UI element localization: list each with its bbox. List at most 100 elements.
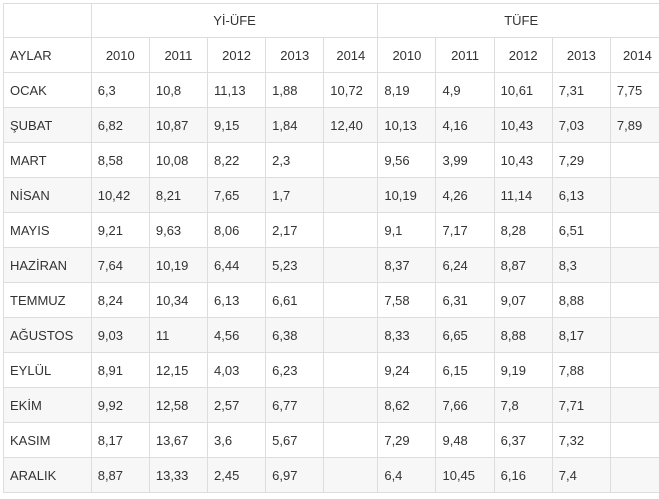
cell-tufe — [609, 422, 659, 458]
cell-tufe: 6,31 — [435, 282, 495, 318]
cell-tufe — [609, 247, 659, 283]
cell-yi-ufe: 6,44 — [206, 247, 267, 283]
table-body: OCAK 6,3 10,8 11,13 1,88 10,72 8,19 4,9 10,61 7,3… — [3, 72, 659, 493]
month-label: ARALIK — [3, 457, 92, 493]
cell-yi-ufe — [323, 212, 379, 248]
cell-yi-ufe: 9,63 — [148, 212, 209, 248]
year-header-yi-ufe-2014: 2014 — [323, 37, 379, 73]
cell-yi-ufe: 8,22 — [206, 142, 267, 178]
cell-yi-ufe: 11 — [148, 317, 209, 353]
cell-yi-ufe: 2,17 — [265, 212, 325, 248]
cell-tufe: 9,48 — [435, 422, 495, 458]
table-row: KASIM 8,17 13,67 3,6 5,67 7,29 9,48 6,37 7,32 — [3, 422, 659, 458]
cell-tufe: 6,65 — [435, 317, 495, 353]
cell-tufe: 7,88 — [551, 352, 611, 388]
month-label: NİSAN — [3, 177, 92, 213]
cell-tufe: 8,87 — [493, 247, 553, 283]
cell-yi-ufe: 2,45 — [206, 457, 267, 493]
table-row: NİSAN 10,42 8,21 7,65 1,7 10,19 4,26 11,14 6,13 — [3, 177, 659, 213]
cell-yi-ufe: 6,3 — [90, 72, 150, 108]
month-label: EKİM — [3, 387, 92, 423]
cell-yi-ufe: 9,03 — [90, 317, 150, 353]
year-header-yi-ufe-2011: 2011 — [148, 37, 209, 73]
table-row: EYLÜL 8,91 12,15 4,03 6,23 9,24 6,15 9,19 7,88 — [3, 352, 659, 388]
table-row: EKİM 9,92 12,58 2,57 6,77 8,62 7,66 7,8 7,71 — [3, 387, 659, 423]
cell-yi-ufe: 6,97 — [265, 457, 325, 493]
cell-yi-ufe: 13,33 — [148, 457, 209, 493]
cell-yi-ufe — [323, 282, 379, 318]
cell-yi-ufe: 7,65 — [206, 177, 267, 213]
cell-yi-ufe: 9,15 — [206, 107, 267, 143]
cell-yi-ufe: 10,72 — [323, 72, 379, 108]
cell-yi-ufe — [323, 317, 379, 353]
cell-tufe: 9,24 — [377, 352, 437, 388]
cell-yi-ufe: 8,58 — [90, 142, 150, 178]
cell-tufe: 9,19 — [493, 352, 553, 388]
cell-tufe — [609, 352, 659, 388]
cell-tufe: 7,31 — [551, 72, 611, 108]
group-header-row: Yİ-ÜFE TÜFE — [3, 3, 659, 38]
cell-tufe: 7,89 — [609, 107, 659, 143]
cell-tufe: 10,43 — [493, 142, 553, 178]
cell-tufe: 7,58 — [377, 282, 437, 318]
cell-tufe: 8,37 — [377, 247, 437, 283]
cell-tufe: 9,1 — [377, 212, 437, 248]
cell-yi-ufe — [323, 177, 379, 213]
table-header: Yİ-ÜFE TÜFE AYLAR 2010 2011 2012 2013 2014 20… — [3, 3, 659, 73]
table-row: ARALIK 8,87 13,33 2,45 6,97 6,4 10,45 6,16 7,4 — [3, 457, 659, 493]
cell-yi-ufe: 6,77 — [265, 387, 325, 423]
year-header-row: AYLAR 2010 2011 2012 2013 2014 2010 2011 2012 20… — [3, 37, 659, 73]
cell-yi-ufe: 8,17 — [90, 422, 150, 458]
cell-tufe: 4,16 — [435, 107, 495, 143]
table-row: OCAK 6,3 10,8 11,13 1,88 10,72 8,19 4,9 10,61 7,3… — [3, 72, 659, 108]
group-header-empty — [3, 3, 92, 38]
cell-yi-ufe: 12,40 — [323, 107, 379, 143]
cell-yi-ufe: 10,19 — [148, 247, 209, 283]
cell-yi-ufe — [323, 457, 379, 493]
cell-tufe: 10,45 — [435, 457, 495, 493]
cell-yi-ufe: 6,13 — [206, 282, 267, 318]
cell-tufe: 6,15 — [435, 352, 495, 388]
cell-tufe: 4,9 — [435, 72, 495, 108]
cell-tufe: 10,43 — [493, 107, 553, 143]
cell-tufe: 6,4 — [377, 457, 437, 493]
cell-tufe: 7,32 — [551, 422, 611, 458]
year-header-yi-ufe-2013: 2013 — [265, 37, 325, 73]
cell-tufe: 8,17 — [551, 317, 611, 353]
cell-yi-ufe: 13,67 — [148, 422, 209, 458]
cell-yi-ufe: 6,23 — [265, 352, 325, 388]
month-label: HAZİRAN — [3, 247, 92, 283]
year-header-tufe-2012: 2012 — [493, 37, 553, 73]
cell-tufe: 8,62 — [377, 387, 437, 423]
cell-yi-ufe — [323, 422, 379, 458]
cell-tufe — [609, 387, 659, 423]
cell-tufe: 7,4 — [551, 457, 611, 493]
month-label: MART — [3, 142, 92, 178]
cell-yi-ufe: 6,82 — [90, 107, 150, 143]
cell-yi-ufe: 11,13 — [206, 72, 267, 108]
cell-tufe: 7,75 — [609, 72, 659, 108]
table-row: AĞUSTOS 9,03 11 4,56 6,38 8,33 6,65 8,88 8,17 — [3, 317, 659, 353]
cell-yi-ufe: 8,24 — [90, 282, 150, 318]
month-label: OCAK — [3, 72, 92, 108]
cell-tufe: 7,66 — [435, 387, 495, 423]
year-header-tufe-2013: 2013 — [551, 37, 611, 73]
year-header-yi-ufe-2010: 2010 — [90, 37, 150, 73]
year-header-tufe-2014: 2014 — [609, 37, 659, 73]
month-label: AĞUSTOS — [3, 317, 92, 353]
year-header-tufe-2010: 2010 — [377, 37, 437, 73]
cell-tufe: 7,03 — [551, 107, 611, 143]
cell-tufe — [609, 282, 659, 318]
cell-yi-ufe: 2,3 — [265, 142, 325, 178]
cell-tufe: 9,56 — [377, 142, 437, 178]
cell-tufe: 6,37 — [493, 422, 553, 458]
cell-yi-ufe: 2,57 — [206, 387, 267, 423]
table-row: MAYIS 9,21 9,63 8,06 2,17 9,1 7,17 8,28 6,51 — [3, 212, 659, 248]
cell-yi-ufe — [323, 142, 379, 178]
cell-tufe: 8,88 — [493, 317, 553, 353]
group-header-tufe: TÜFE — [377, 3, 659, 38]
months-column-header: AYLAR — [3, 37, 92, 73]
cell-tufe: 10,13 — [377, 107, 437, 143]
cell-yi-ufe: 10,8 — [148, 72, 209, 108]
cell-tufe — [609, 457, 659, 493]
